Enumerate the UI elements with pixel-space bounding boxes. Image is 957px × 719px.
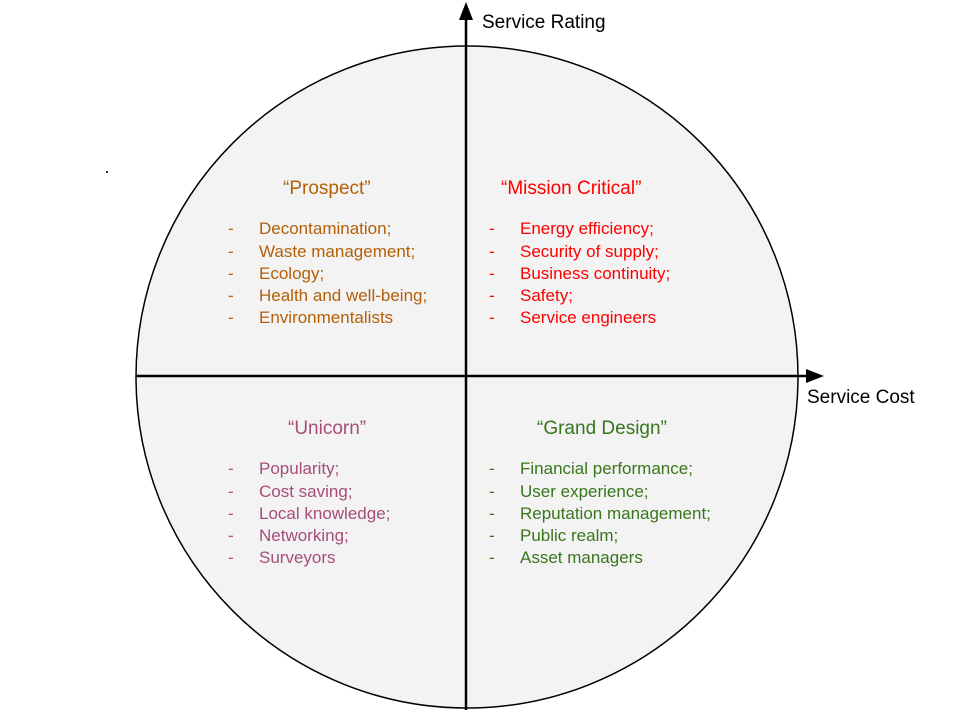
list-item: - Reputation management; [489,503,711,525]
bullet: - [489,503,495,523]
item-text: Waste management; [259,241,416,261]
vertical-axis-label: Service Rating [482,12,606,33]
item-text: Service engineers [520,308,657,328]
item-text: Networking; [259,526,349,546]
item-text: Ecology; [259,263,325,283]
bullet: - [228,219,234,239]
quadrant-unicorn: “Unicorn” - Popularity; - Cost saving; - Lo… [228,418,390,570]
list-item: - Health and well-being; [228,285,427,307]
bullet: - [228,503,234,523]
vertical-axis-arrowhead [459,2,473,20]
list-item: - User experience; [489,481,711,503]
bullet: - [228,526,234,546]
item-list: - Energy efficiency; - Security of supply;… [489,218,670,329]
item-text: Reputation management; [520,503,711,523]
list-item: - Popularity; [228,458,390,480]
item-text: Health and well-being; [259,286,428,306]
bullet: - [228,308,234,328]
item-text: Business continuity; [520,263,671,283]
stray-dot [106,171,108,173]
item-list: - Popularity; - Cost saving; - Local knowle… [228,458,390,569]
bullet: - [489,526,495,546]
quadrant-mission-critical: “Mission Critical” - Energy efficiency; -… [489,178,670,330]
list-item: - Local knowledge; [228,503,390,525]
list-item: - Service engineers [489,307,670,329]
list-item: - Public realm; [489,525,711,547]
bullet: - [489,459,495,479]
bullet: - [228,241,234,261]
bullet: - [228,286,234,306]
item-list: - Decontamination; - Waste management; - Ec… [228,218,427,329]
bullet: - [489,481,495,501]
item-text: Decontamination; [259,219,392,239]
horizontal-axis-arrowhead [806,369,824,383]
list-item: - Energy efficiency; [489,218,670,240]
quadrant-title: “Unicorn” [288,418,367,439]
quadrant-title: “Grand Design” [537,418,667,439]
bullet: - [228,263,234,283]
bullet: - [489,263,495,283]
list-item: - Cost saving; [228,481,390,503]
item-text: Energy efficiency; [520,219,654,239]
list-item: - Decontamination; [228,218,427,240]
item-text: Safety; [520,286,573,306]
bullet: - [228,459,234,479]
quadrant-title: “Prospect” [283,178,371,199]
list-item: - Asset managers [489,547,711,569]
bullet: - [489,548,495,568]
list-item: - Ecology; [228,263,427,285]
item-text: Security of supply; [520,241,659,261]
quadrant-title: “Mission Critical” [501,178,642,199]
bullet: - [489,219,495,239]
item-text: Popularity; [259,459,340,479]
bullet: - [228,481,234,501]
item-text: Surveyors [259,548,336,568]
list-item: - Security of supply; [489,241,670,263]
list-item: - Networking; [228,525,390,547]
list-item: - Financial performance; [489,458,711,480]
item-text: Public realm; [520,526,619,546]
bullet: - [489,286,495,306]
quadrant-prospect: “Prospect” - Decontamination; - Waste mana… [228,178,427,330]
item-text: Local knowledge; [259,503,391,523]
list-item: - Safety; [489,285,670,307]
bullet: - [489,241,495,261]
item-text: User experience; [520,481,649,501]
item-text: Environmentalists [259,308,394,328]
list-item: - Business continuity; [489,263,670,285]
bullet: - [228,548,234,568]
item-text: Asset managers [520,548,643,568]
item-list: - Financial performance; - User experience… [489,458,711,569]
list-item: - Surveyors [228,547,390,569]
bullet: - [489,308,495,328]
item-text: Financial performance; [520,459,693,479]
item-text: Cost saving; [259,481,353,501]
quadrant-grand-design: “Grand Design” - Financial performance; -… [489,418,711,570]
list-item: - Waste management; [228,241,427,263]
list-item: - Environmentalists [228,307,427,329]
horizontal-axis-label: Service Cost [807,387,915,408]
